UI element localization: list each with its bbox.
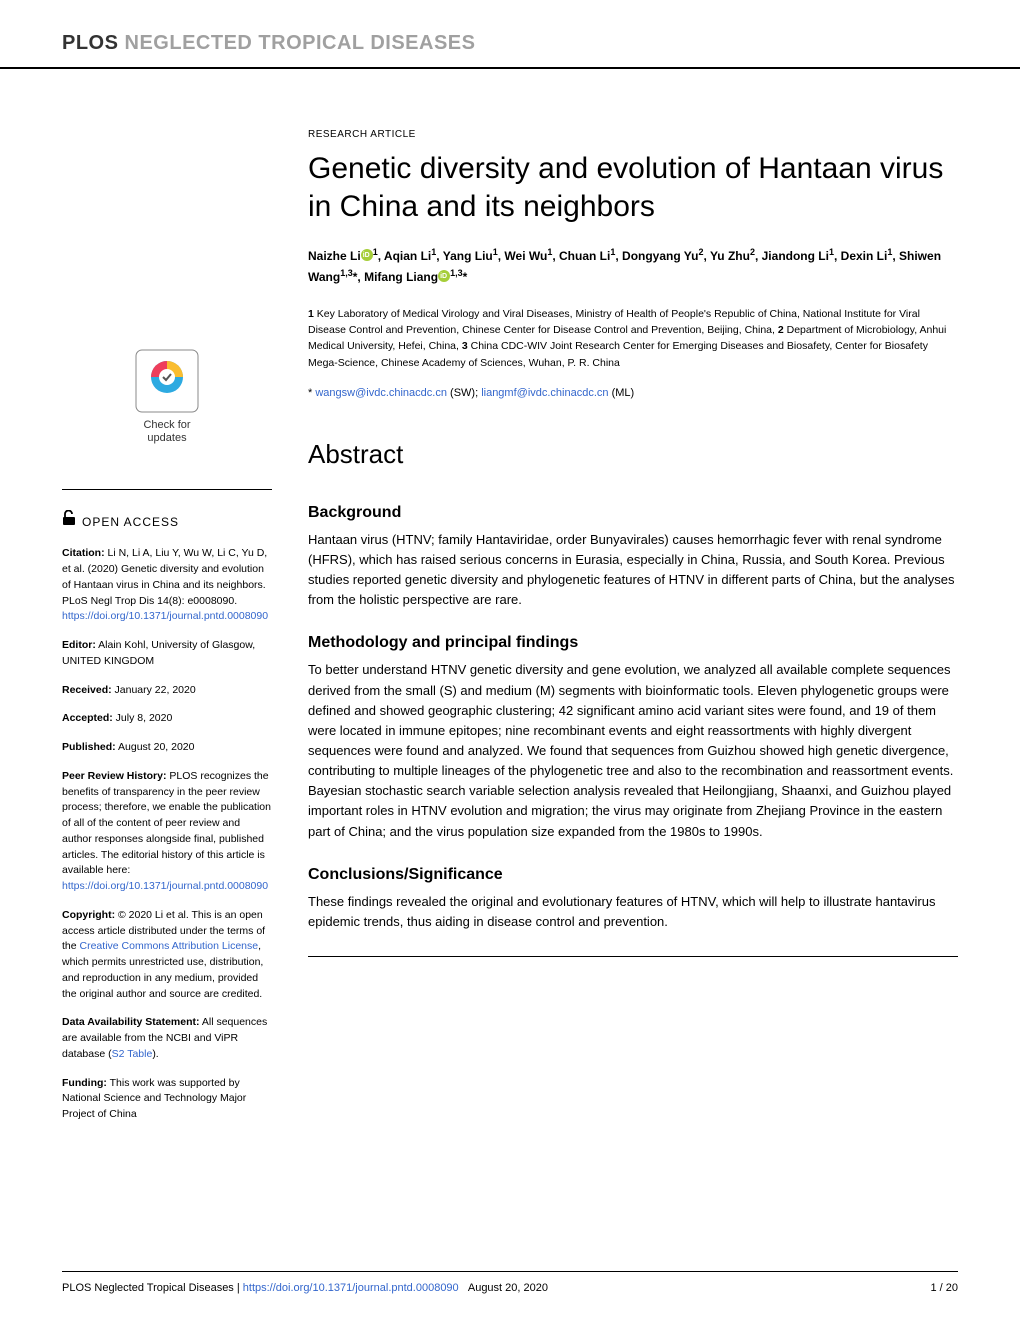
check-updates-icon: [135, 349, 199, 413]
affiliations: 1 Key Laboratory of Medical Virology and…: [308, 306, 958, 371]
editor-block: Editor: Alain Kohl, University of Glasgo…: [62, 638, 272, 670]
funding-block: Funding: This work was supported by Nati…: [62, 1076, 272, 1123]
corresponding-emails: * wangsw@ivdc.chinacdc.cn (SW); liangmf@…: [308, 387, 958, 399]
footer-doi-link[interactable]: https://doi.org/10.1371/journal.pntd.000…: [243, 1282, 459, 1294]
corr-email-1[interactable]: wangsw@ivdc.chinacdc.cn: [315, 387, 447, 399]
conclusions-body: These findings revealed the original and…: [308, 892, 958, 932]
license-link[interactable]: Creative Commons Attribution License: [80, 940, 259, 952]
abstract-end-rule: [308, 956, 958, 957]
background-heading: Background: [308, 504, 958, 522]
article-title: Genetic diversity and evolution of Hanta…: [308, 150, 958, 225]
data-availability-block: Data Availability Statement: All sequenc…: [62, 1015, 272, 1062]
author-list: Naizhe Li1, Aqian Li1, Yang Liu1, Wei Wu…: [308, 245, 958, 288]
journal-name: PLOS NEGLECTED TROPICAL DISEASES: [62, 32, 958, 55]
open-access-badge: OPEN ACCESS: [62, 510, 272, 534]
page-footer: PLOS Neglected Tropical Diseases | https…: [62, 1271, 958, 1294]
peer-review-link[interactable]: https://doi.org/10.1371/journal.pntd.000…: [62, 880, 268, 892]
journal-ntd: NEGLECTED TROPICAL DISEASES: [125, 32, 476, 54]
open-lock-icon: [62, 510, 76, 534]
citation-doi-link[interactable]: https://doi.org/10.1371/journal.pntd.000…: [62, 610, 268, 622]
published-block: Published: August 20, 2020: [62, 740, 272, 756]
corr-email-2[interactable]: liangmf@ivdc.chinacdc.cn: [481, 387, 608, 399]
methods-heading: Methodology and principal findings: [308, 634, 958, 652]
check-updates-label: Check for updates: [62, 419, 272, 445]
received-block: Received: January 22, 2020: [62, 683, 272, 699]
article-type: RESEARCH ARTICLE: [308, 129, 958, 140]
open-access-text: OPEN ACCESS: [82, 513, 179, 531]
footer-left: PLOS Neglected Tropical Diseases | https…: [62, 1282, 548, 1294]
peer-review-block: Peer Review History: PLOS recognizes the…: [62, 769, 272, 895]
abstract-heading: Abstract: [308, 439, 958, 470]
background-body: Hantaan virus (HTNV; family Hantaviridae…: [308, 530, 958, 611]
page-header: PLOS NEGLECTED TROPICAL DISEASES: [0, 0, 1020, 69]
sidebar: Check for updates OPEN ACCESS Citation: …: [62, 69, 290, 1136]
journal-plos: PLOS: [62, 32, 118, 54]
conclusions-heading: Conclusions/Significance: [308, 866, 958, 884]
orcid-icon: [438, 270, 450, 282]
sidebar-divider: [62, 489, 272, 490]
check-for-updates[interactable]: Check for updates: [62, 349, 272, 445]
citation-block: Citation: Li N, Li A, Liu Y, Wu W, Li C,…: [62, 546, 272, 625]
accepted-block: Accepted: July 8, 2020: [62, 711, 272, 727]
footer-page-number: 1 / 20: [930, 1282, 958, 1294]
methods-body: To better understand HTNV genetic divers…: [308, 660, 958, 841]
copyright-block: Copyright: © 2020 Li et al. This is an o…: [62, 908, 272, 1003]
main-content: RESEARCH ARTICLE Genetic diversity and e…: [290, 69, 958, 1136]
orcid-icon: [361, 249, 373, 261]
s2-table-link[interactable]: S2 Table: [112, 1048, 153, 1060]
